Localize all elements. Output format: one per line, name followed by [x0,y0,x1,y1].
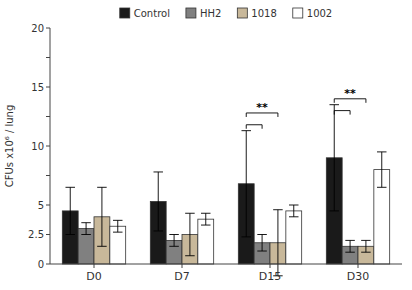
bar [198,219,214,264]
x-tick [358,264,359,268]
error-bar [377,152,387,187]
error-bar [201,213,211,225]
y-tick-label: 0 [38,259,44,270]
x-tick [182,264,183,268]
y-tick [46,205,50,206]
significance-label: ** [344,87,356,100]
x-tick [94,264,95,268]
error-bar [97,187,107,246]
y-tick [46,28,50,29]
x-tick-label: D0 [86,270,101,283]
legend-swatch [186,8,196,18]
x-tick [270,264,271,268]
y-tick-label: 5 [38,200,44,211]
bar [286,211,302,264]
error-bar [345,240,355,252]
y-tick-label: 2.5 [28,229,44,240]
y-tick [46,57,50,58]
y-axis-label: CFUs x10⁶ / lung [4,105,15,188]
significance-bracket [246,125,262,129]
chart: 0 2.5 5 10 15 20 CFUs x10⁶ / lung D0 D7 D15 D30 ** *… [0,0,412,290]
error-bar [65,187,75,234]
error-bar [361,240,371,252]
error-bar [113,220,123,232]
error-bar [185,213,195,255]
legend-swatch [237,8,247,18]
error-bar [273,210,283,276]
error-bar [329,105,339,211]
error-bar [241,131,251,237]
error-bar [169,235,179,247]
significance-label: ** [256,101,268,114]
y-tick-label: 10 [31,141,44,152]
y-tick [46,234,50,235]
error-bar [81,223,91,235]
legend-label: Control [134,8,170,19]
x-axis [50,264,402,265]
error-bar [289,205,299,217]
legend-label: HH2 [200,8,221,19]
legend: Control HH2 1018 1002 [120,8,332,19]
x-tick-label: D7 [174,270,189,283]
error-bar [153,172,163,231]
y-tick-label: 15 [31,82,44,93]
y-tick [46,116,50,117]
x-tick-label: D30 [347,270,369,283]
y-tick [46,146,50,147]
significance-bracket [334,111,350,115]
y-axis [50,28,51,264]
legend-swatch [293,8,303,18]
y-tick [46,175,50,176]
y-tick [46,87,50,88]
legend-swatch [120,8,130,18]
legend-label: 1018 [251,8,276,19]
x-tick-label: D15 [259,270,281,283]
y-tick [46,264,50,265]
legend-label: 1002 [307,8,332,19]
y-tick-label: 20 [31,23,44,34]
error-bar [257,235,267,252]
